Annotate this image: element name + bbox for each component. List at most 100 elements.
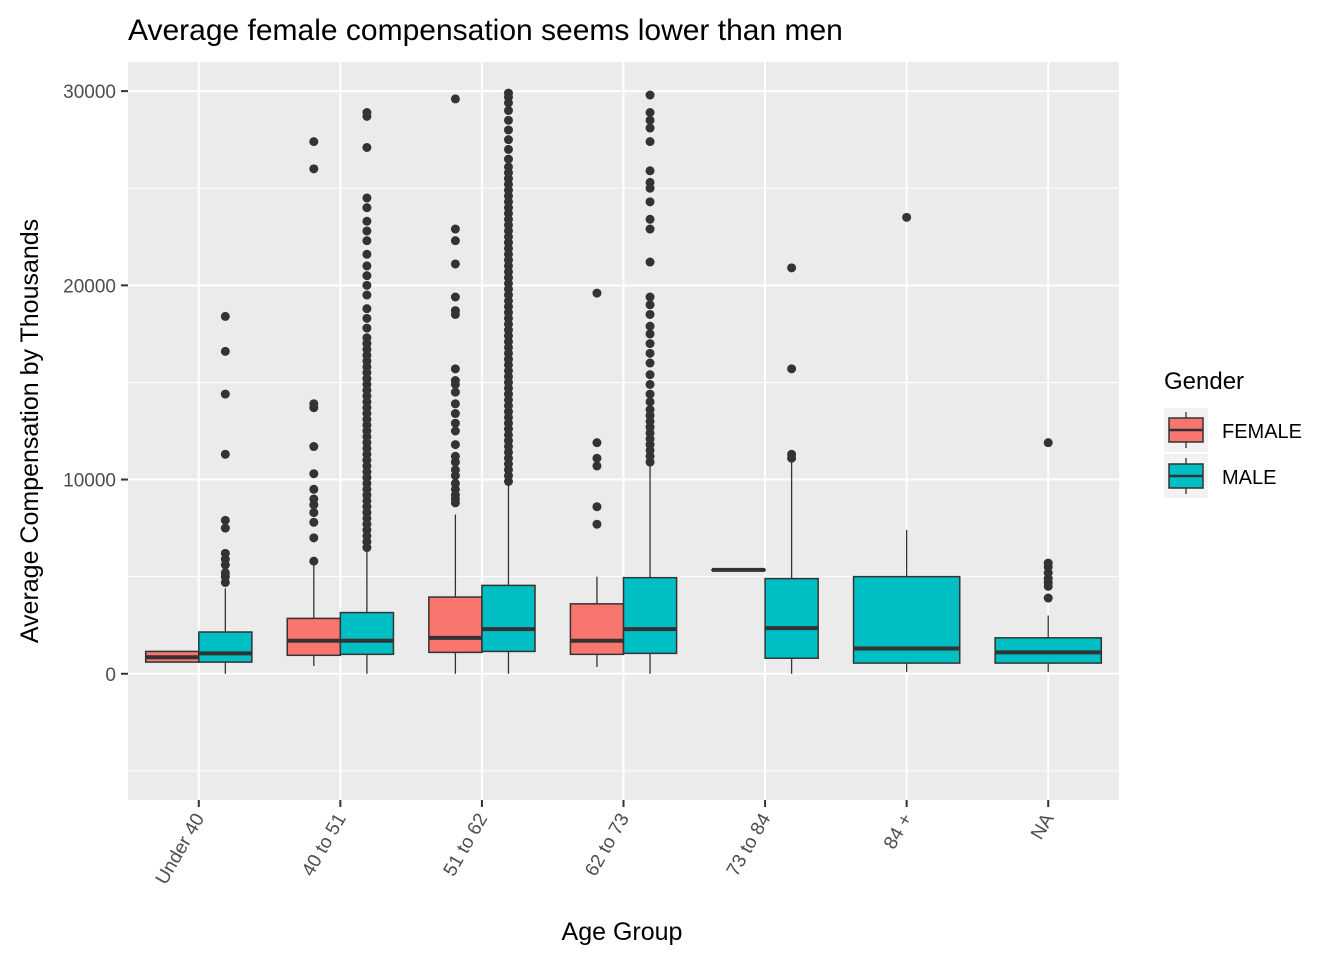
legend: Gender FEMALE MALE xyxy=(1164,368,1302,498)
outlier-point xyxy=(362,323,372,333)
outlier-point xyxy=(362,142,372,152)
outlier-point xyxy=(645,107,655,117)
outlier-point xyxy=(220,346,230,356)
outlier-point xyxy=(220,389,230,399)
x-tick-label: 51 to 62 xyxy=(440,810,493,880)
box-group xyxy=(622,90,678,674)
outlier-point xyxy=(309,508,319,518)
x-tick-label: Under 40 xyxy=(152,810,209,888)
outlier-point xyxy=(503,125,513,135)
y-axis-title: Average Compensation by Thousands xyxy=(16,219,44,643)
outlier-point xyxy=(645,166,655,176)
outlier-point xyxy=(309,517,319,527)
outlier-point xyxy=(450,399,460,409)
outlier-point xyxy=(309,494,319,504)
outlier-point xyxy=(645,177,655,187)
box-group xyxy=(994,438,1103,672)
outlier-point xyxy=(645,405,655,415)
outlier-point xyxy=(645,224,655,234)
box-group xyxy=(428,94,483,674)
outlier-point xyxy=(787,364,797,374)
x-tick-label: 73 to 84 xyxy=(723,810,776,880)
outlier-point xyxy=(362,280,372,290)
box-layer xyxy=(144,88,1103,674)
box xyxy=(198,631,253,663)
box-group xyxy=(481,88,536,674)
outlier-point xyxy=(220,548,230,558)
outlier-point xyxy=(220,515,230,525)
outlier-point xyxy=(362,249,372,259)
outlier-point xyxy=(645,197,655,207)
outlier-point xyxy=(787,449,797,459)
outlier-point xyxy=(450,418,460,428)
outlier-point xyxy=(450,292,460,302)
y-tick-label: 10000 xyxy=(63,471,116,492)
gridlines xyxy=(128,62,1119,800)
outlier-point xyxy=(645,115,655,125)
outlier-point xyxy=(902,212,912,222)
outlier-point xyxy=(592,288,602,298)
outlier-point xyxy=(362,271,372,281)
outlier-point xyxy=(450,376,460,386)
outlier-point xyxy=(362,290,372,300)
x-tick-label: 84 + xyxy=(880,810,917,853)
outlier-point xyxy=(645,321,655,331)
outlier-point xyxy=(645,137,655,147)
box-group xyxy=(198,311,253,674)
outlier-point xyxy=(645,389,655,399)
outlier-point xyxy=(592,461,602,471)
box xyxy=(569,603,625,656)
outlier-point xyxy=(362,226,372,236)
outlier-point xyxy=(450,478,460,488)
outlier-point xyxy=(503,115,513,125)
box xyxy=(339,611,395,656)
box-group xyxy=(852,212,961,672)
outlier-point xyxy=(645,397,655,407)
outlier-point xyxy=(503,135,513,145)
legend-label: MALE xyxy=(1222,467,1276,489)
outlier-point xyxy=(645,329,655,339)
outlier-point xyxy=(309,484,319,494)
outlier-point xyxy=(645,379,655,389)
outlier-point xyxy=(450,364,460,374)
box-group xyxy=(711,567,766,572)
outlier-point xyxy=(503,162,513,172)
outlier-point xyxy=(220,449,230,459)
outlier-point xyxy=(450,409,460,419)
outlier-point xyxy=(362,333,372,343)
legend-title: Gender xyxy=(1164,368,1244,395)
box xyxy=(622,576,678,655)
box-group xyxy=(144,650,200,663)
outlier-point xyxy=(450,387,460,397)
x-tick-label: NA xyxy=(1027,810,1059,844)
x-tick-label: 40 to 51 xyxy=(298,810,351,880)
outlier-point xyxy=(450,224,460,234)
outlier-point xyxy=(592,453,602,463)
outlier-point xyxy=(645,90,655,100)
outlier-point xyxy=(309,137,319,147)
outlier-point xyxy=(645,358,655,368)
box-group xyxy=(569,288,625,667)
outlier-point xyxy=(362,193,372,203)
y-tick-label: 20000 xyxy=(63,276,116,297)
y-tick-label: 30000 xyxy=(63,82,116,103)
outlier-point xyxy=(220,568,230,578)
outlier-point xyxy=(450,426,460,436)
outlier-point xyxy=(220,311,230,321)
outlier-point xyxy=(309,533,319,543)
outlier-point xyxy=(362,304,372,314)
x-axis-title: Age Group xyxy=(562,918,683,946)
chart-title: Average female compensation seems lower … xyxy=(128,14,843,47)
outlier-point xyxy=(503,154,513,164)
outlier-point xyxy=(362,261,372,271)
outlier-point xyxy=(309,556,319,566)
outlier-point xyxy=(362,216,372,226)
outlier-point xyxy=(592,438,602,448)
outlier-point xyxy=(309,399,319,409)
outlier-point xyxy=(503,144,513,154)
legend-label: FEMALE xyxy=(1222,421,1302,443)
outlier-point xyxy=(503,88,513,98)
box xyxy=(286,617,342,657)
outlier-point xyxy=(309,469,319,479)
box-group xyxy=(339,107,395,674)
